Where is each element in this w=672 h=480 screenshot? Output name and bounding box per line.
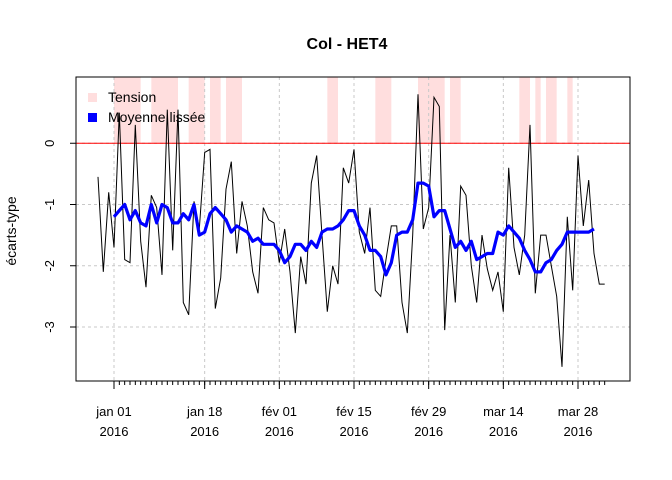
x-tick-year-3: 2016 <box>340 424 369 439</box>
legend-label-0: Tension <box>108 89 156 105</box>
x-tick-year-5: 2016 <box>489 424 518 439</box>
x-tick-year-1: 2016 <box>190 424 219 439</box>
x-tick-label-5: mar 14 <box>483 404 523 419</box>
x-tick-label-2: fév 01 <box>262 404 297 419</box>
x-tick-label-4: fév 29 <box>411 404 446 419</box>
tension-band-3 <box>210 77 221 144</box>
tension-band-7 <box>418 77 445 144</box>
tension-band-5 <box>327 77 338 144</box>
legend: Tension Moyenne lissée <box>88 89 205 125</box>
tension-band-6 <box>375 77 392 144</box>
tension-bands <box>114 77 573 144</box>
legend-swatch-0 <box>88 93 97 102</box>
legend-label-1: Moyenne lissée <box>108 109 205 125</box>
tension-band-8 <box>450 77 461 144</box>
tension-band-4 <box>226 77 242 144</box>
y-tick-label-0: -3 <box>42 321 57 333</box>
tension-band-1 <box>151 77 178 144</box>
smoothed-mean-line <box>112 181 595 277</box>
y-axis: -3 -2 -1 0 <box>42 140 76 333</box>
chart-title: Col - HET4 <box>307 36 388 53</box>
y-axis-label: écarts-type <box>3 196 19 265</box>
tension-band-12 <box>567 77 573 144</box>
tension-band-9 <box>519 77 530 144</box>
x-tick-label-1: jan 18 <box>186 404 222 419</box>
x-tick-label-3: fév 15 <box>336 404 371 419</box>
x-tick-year-0: 2016 <box>100 424 129 439</box>
grid <box>76 77 630 381</box>
x-tick-year-6: 2016 <box>564 424 593 439</box>
y-tick-label-1: -2 <box>42 260 57 272</box>
raw-series-line <box>97 94 605 367</box>
tension-band-11 <box>546 77 557 144</box>
tension-band-10 <box>535 77 541 144</box>
x-tick-label-0: jan 01 <box>95 404 131 419</box>
tension-band-2 <box>188 77 205 144</box>
x-tick-label-6: mar 28 <box>558 404 598 419</box>
x-axis: jan 01 2016 jan 18 2016 fév 01 2016 fév 15 2016… <box>95 380 606 439</box>
x-tick-year-2: 2016 <box>265 424 294 439</box>
y-tick-label-3: 0 <box>42 140 57 147</box>
x-tick-year-4: 2016 <box>414 424 443 439</box>
legend-swatch-1 <box>88 113 97 122</box>
y-tick-label-2: -1 <box>42 199 57 211</box>
